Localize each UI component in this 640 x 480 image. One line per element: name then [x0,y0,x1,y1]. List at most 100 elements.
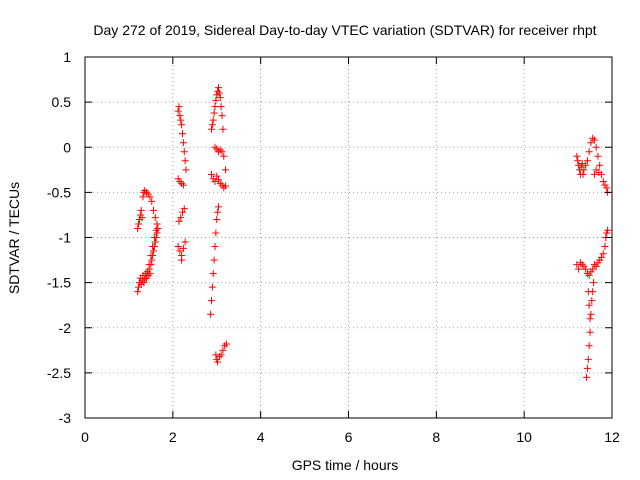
data-point [208,283,216,291]
data-point [217,103,225,111]
data-point [175,103,183,111]
y-tick-label: -2 [59,320,72,336]
data-points [134,84,612,381]
data-point [583,364,591,372]
data-point [138,214,146,222]
data-point [592,262,600,270]
y-tick-label: -1.5 [47,275,71,291]
data-point [135,220,143,228]
data-point [585,342,593,350]
data-point [599,250,607,258]
data-point [178,208,186,216]
data-point [177,214,185,222]
data-point [182,166,190,174]
data-point [178,121,186,129]
data-point [585,301,593,309]
data-point [212,96,220,104]
data-point [178,179,186,187]
data-point [590,170,598,178]
data-point [209,116,217,124]
x-tick-label: 4 [257,429,265,445]
data-point [211,243,219,251]
x-tick-label: 10 [516,429,532,445]
data-point [216,179,224,187]
plot-frame [84,56,613,419]
data-point [220,152,228,160]
data-point [586,315,594,323]
data-point [211,178,219,186]
data-point [214,208,222,216]
data-point [573,152,581,160]
data-point [604,226,612,234]
data-point [207,170,215,178]
y-tick-label: 0 [63,139,71,155]
data-point [583,373,591,381]
data-point [216,146,224,154]
data-point [211,103,219,111]
data-point [150,206,158,214]
data-point [177,116,185,124]
data-point [587,310,595,318]
data-point [149,243,157,251]
data-point [146,193,154,201]
data-point [179,139,187,147]
data-point [214,87,222,95]
data-point [150,234,158,241]
data-point [215,89,223,97]
y-tick-label: 0.5 [52,94,72,110]
data-point [176,112,184,120]
data-point [582,265,590,273]
data-point [574,157,582,165]
chart-title: Day 272 of 2019, Sidereal Day-to-day VTE… [93,22,596,38]
data-point [220,184,228,192]
x-tick-label: 12 [604,429,620,445]
data-point [590,261,598,269]
data-point [210,109,218,117]
data-point [142,188,150,196]
data-point [588,297,596,305]
data-point [154,224,162,232]
data-point [219,346,227,354]
data-point [603,184,611,192]
data-point [134,224,142,232]
y-tick-label: -0.5 [47,184,71,200]
data-point [575,265,583,273]
data-point [582,161,590,169]
data-point [584,355,592,363]
x-tick-label: 8 [432,429,440,445]
data-point [594,152,602,160]
data-point [597,253,605,261]
data-point [207,125,215,133]
data-point [590,279,598,287]
data-point [178,130,186,138]
data-point [180,148,188,156]
data-point [576,259,584,267]
data-point [151,214,159,222]
data-point [181,238,189,246]
data-point [583,270,591,278]
x-axis-label: GPS time / hours [292,457,399,473]
data-point [210,256,218,264]
data-point [147,252,155,260]
data-point [586,328,594,336]
y-tick-label: -1 [59,230,72,246]
data-point [148,197,156,205]
y-tick-label: -3 [59,410,72,426]
y-tick-labels: -3 -2.5 -2 -1.5 -1 -0.5 0 0.5 1 [47,49,71,426]
data-point [213,172,221,180]
data-point [148,256,156,264]
data-point [578,261,586,269]
data-point [145,261,153,269]
data-point [589,265,597,273]
data-point [179,244,187,252]
x-tick-label: 2 [169,429,177,445]
y-tick-label: 1 [63,49,71,65]
data-point [137,206,145,214]
data-point [221,342,229,350]
data-point [146,270,154,278]
data-point [209,270,217,278]
data-point [208,121,216,129]
data-point [178,256,186,264]
x-tick-labels: 0 2 4 6 8 10 12 [81,429,620,445]
data-point [219,125,227,133]
